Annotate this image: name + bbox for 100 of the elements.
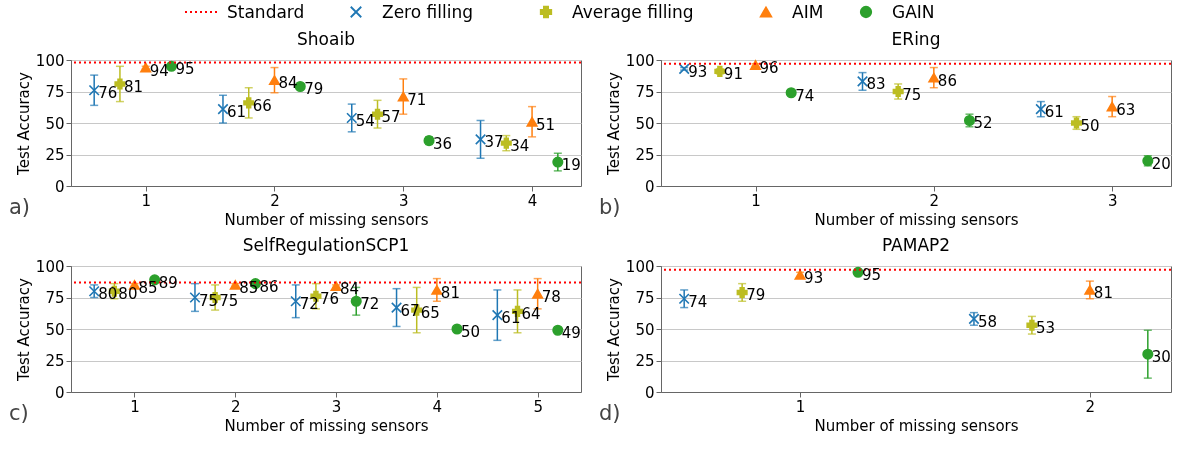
y-tick-label: 0	[644, 177, 655, 196]
data-label: 95	[175, 60, 195, 79]
data-label: 89	[158, 273, 178, 292]
data-label: 30	[1151, 348, 1171, 367]
y-tick-label: 100	[35, 51, 65, 70]
y-tick-label: 0	[644, 383, 655, 402]
data-label: 93	[688, 62, 708, 81]
y-tick-label: 0	[54, 177, 65, 196]
data-label: 85	[239, 278, 259, 297]
data-label: 54	[355, 111, 375, 130]
data-label: 53	[1035, 319, 1055, 338]
y-axis-title: Test Accuracy	[604, 277, 623, 382]
data-label: 65	[420, 304, 440, 323]
y-tick-label: 100	[35, 257, 65, 276]
x-tick-label: 3	[331, 397, 342, 416]
data-label: 75	[219, 291, 239, 310]
x-tick-label: 3	[399, 191, 409, 210]
data-label: 85	[138, 278, 158, 297]
point	[290, 295, 302, 307]
data-label: 79	[304, 80, 324, 99]
data-label: 81	[123, 77, 144, 96]
data-label: 50	[461, 323, 481, 341]
data-label: 91	[723, 65, 743, 84]
data-label: 58	[977, 312, 998, 331]
y-tick-label: 25	[635, 146, 655, 164]
x-tick-label: 2	[270, 191, 280, 210]
y-tick-label: 75	[45, 289, 65, 307]
x-axis-title: Number of missing sensors	[814, 210, 1019, 229]
point	[785, 87, 797, 99]
chart-title: ERing	[891, 29, 941, 49]
point	[532, 288, 544, 299]
x-tick-label: 4	[527, 191, 538, 210]
y-axis-title: Test Accuracy	[14, 277, 33, 382]
data-label: 79	[746, 286, 766, 305]
data-label: 49	[561, 324, 581, 343]
point	[1035, 103, 1047, 115]
y-tick-label: 75	[635, 83, 655, 101]
data-label: 74	[795, 86, 815, 105]
x-tick-label: 1	[141, 191, 151, 210]
x-tick-label: 1	[130, 397, 140, 416]
x-tick-label: 1	[795, 397, 806, 416]
y-tick-label: 0	[54, 383, 65, 402]
data-label: 52	[973, 114, 993, 133]
y-tick-label: 50	[45, 320, 65, 339]
data-label: 74	[688, 292, 708, 311]
point	[526, 116, 538, 127]
point	[552, 156, 564, 168]
point	[1026, 319, 1038, 331]
legend-label: GAIN	[892, 2, 935, 22]
y-tick-label: 50	[635, 114, 655, 133]
data-label: 61	[1044, 103, 1064, 122]
data-label: 95	[862, 266, 882, 285]
point	[491, 309, 503, 321]
data-label: 94	[149, 61, 169, 80]
point	[217, 103, 229, 115]
data-label: 76	[98, 84, 118, 103]
text: b)	[599, 195, 621, 219]
point	[736, 286, 748, 298]
y-axis-title: Test Accuracy	[604, 71, 623, 176]
data-label: 84	[340, 280, 360, 299]
data-label: 78	[541, 287, 561, 306]
x-tick-label: 1	[751, 191, 761, 210]
y-tick-label: 75	[45, 83, 65, 101]
data-label: 66	[252, 96, 272, 115]
y-tick-label: 50	[45, 114, 65, 133]
data-label: 75	[902, 85, 922, 104]
data-label: 19	[561, 156, 581, 175]
x-tick-label: 2	[231, 397, 241, 416]
point	[451, 323, 463, 335]
point	[1142, 348, 1154, 360]
point	[88, 84, 100, 96]
y-tick-label: 100	[625, 51, 655, 70]
y-tick-label: 25	[635, 352, 655, 370]
x-tick-label: 2	[1085, 397, 1096, 416]
data-label: 96	[759, 59, 779, 78]
x-tick-label: 5	[533, 397, 543, 416]
y-tick-label: 75	[635, 289, 655, 307]
data-label: 20	[1151, 154, 1171, 173]
data-label: 64	[521, 305, 541, 324]
legend-label: Standard	[227, 2, 305, 22]
legend-label: Zero filling	[382, 2, 473, 22]
x-axis-title: Number of missing sensors	[224, 210, 429, 229]
data-label: 36	[433, 134, 453, 153]
data-label: 71	[407, 90, 427, 109]
data-label: 51	[536, 115, 556, 134]
data-label: 81	[440, 283, 460, 302]
x-tick-label: 2	[929, 191, 940, 210]
data-label: 93	[804, 268, 824, 287]
data-label: 83	[866, 75, 886, 94]
data-label: 81	[1093, 283, 1113, 302]
data-label: 37	[484, 133, 504, 152]
x-axis-title: Number of missing sensors	[224, 416, 429, 435]
point	[189, 291, 201, 304]
text: c)	[9, 401, 29, 425]
point	[678, 63, 690, 75]
data-label: 86	[259, 277, 279, 296]
point	[678, 293, 690, 305]
legend-label: AIM	[792, 2, 824, 22]
text: a)	[9, 195, 31, 219]
y-axis-title: Test Accuracy	[14, 71, 33, 176]
